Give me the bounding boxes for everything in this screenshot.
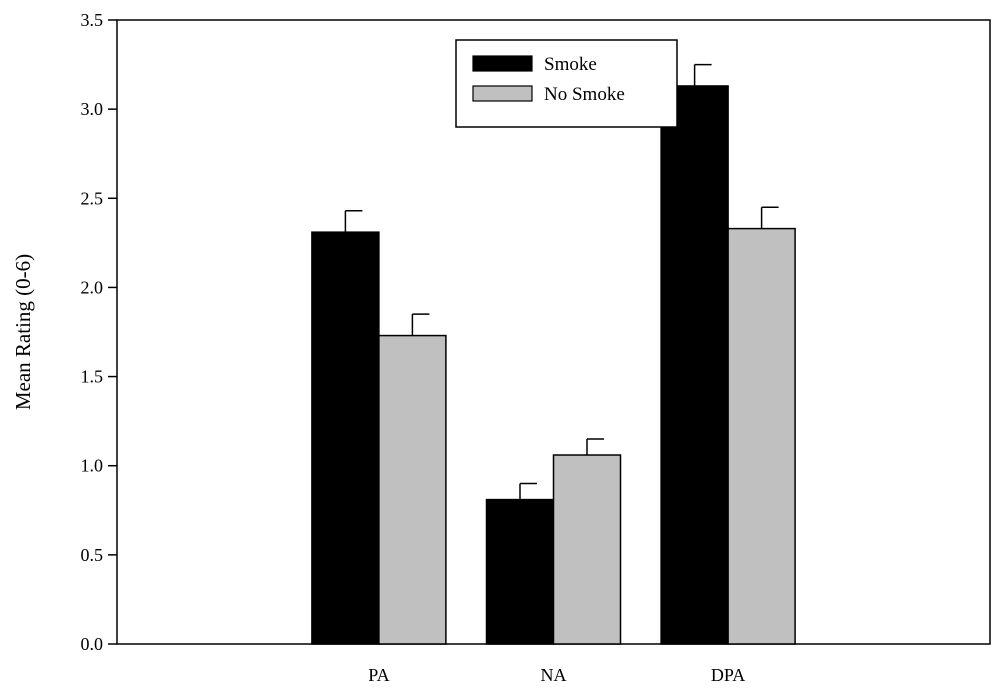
bar-smoke-pa bbox=[311, 231, 380, 645]
legend-label: Smoke bbox=[544, 54, 597, 75]
y-tick-label: 1.5 bbox=[81, 367, 104, 387]
bar-smoke-na bbox=[485, 498, 555, 645]
y-tick-label: 3.0 bbox=[81, 99, 104, 119]
bar-smoke-dpa bbox=[660, 85, 729, 645]
bar-no-smoke-dpa bbox=[727, 227, 796, 645]
legend-swatch bbox=[472, 85, 533, 102]
y-tick-label: 1.0 bbox=[81, 456, 104, 476]
y-axis-label: Mean Rating (0-6) bbox=[11, 254, 35, 410]
legend-box bbox=[455, 39, 678, 128]
y-tick-label: 0.0 bbox=[81, 634, 104, 654]
bars bbox=[311, 85, 796, 645]
x-tick-label: NA bbox=[541, 665, 567, 685]
bar-no-smoke-na bbox=[552, 454, 622, 645]
y-axis: 0.0 0.5 1.0 1.5 2.0 2.5 3.0 3.5 bbox=[81, 10, 117, 654]
legend-label: No Smoke bbox=[544, 84, 625, 105]
y-tick-label: 3.5 bbox=[81, 10, 104, 30]
bar-no-smoke-pa bbox=[378, 334, 447, 645]
x-tick-label: PA bbox=[368, 665, 389, 685]
error-bars bbox=[344, 63, 779, 500]
x-axis: PA NA DPA bbox=[368, 665, 745, 685]
legend: Smoke No Smoke bbox=[455, 39, 678, 128]
y-tick-label: 2.0 bbox=[81, 277, 104, 297]
y-tick-label: 2.5 bbox=[81, 188, 104, 208]
x-tick-label: DPA bbox=[711, 665, 745, 685]
legend-swatch bbox=[472, 55, 533, 72]
y-tick-label: 0.5 bbox=[81, 545, 104, 565]
